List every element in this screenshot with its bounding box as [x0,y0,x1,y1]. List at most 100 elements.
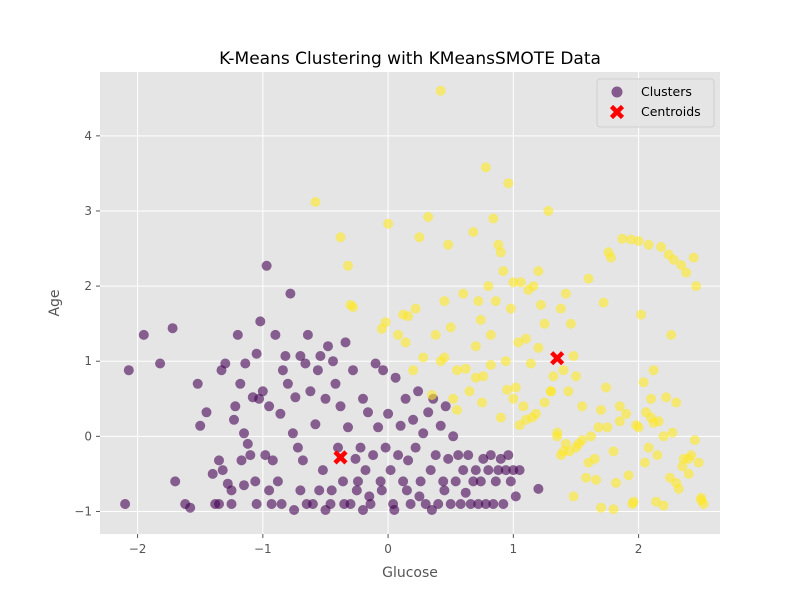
centroid-marker [550,351,565,366]
cluster-1-point [423,212,434,222]
cluster-0-point [214,499,224,509]
cluster-1-point [648,365,659,376]
cluster-0-point [439,485,450,496]
cluster-1-point [633,422,644,433]
cluster-1-point [548,371,559,382]
cluster-1-point [565,318,576,329]
cluster-0-point [393,450,404,461]
legend-clusters-marker [611,86,623,98]
cluster-0-point [490,476,501,487]
cluster-1-point [483,281,494,292]
cluster-0-point [514,465,525,476]
legend-clusters-label: Clusters [641,84,692,99]
x-tick-label: −1 [254,542,272,556]
cluster-1-point [418,352,429,363]
cluster-1-point [508,393,519,404]
cluster-1-point [480,162,491,173]
cluster-0-point [301,499,312,509]
cluster-1-point [638,377,649,388]
cluster-0-point [323,341,333,352]
cluster-0-point [440,401,451,412]
cluster-1-point [380,317,391,328]
cluster-1-point [514,420,525,431]
cluster-1-point [477,397,487,408]
cluster-0-point [310,419,321,430]
cluster-0-point [207,468,218,479]
cluster-1-point [335,232,346,243]
cluster-1-point [677,461,688,472]
cluster-1-point [643,239,654,250]
cluster-1-point [464,386,475,397]
cluster-1-point [683,468,694,479]
y-tick-label: 0 [84,429,92,443]
y-tick-label: 2 [84,279,92,293]
x-tick-label: 2 [635,542,643,556]
cluster-0-point [285,288,296,299]
cluster-0-point [266,499,277,509]
cluster-0-point [364,491,375,502]
cluster-1-point [689,435,700,446]
cluster-1-point [668,254,679,265]
cluster-1-point [676,260,687,271]
cluster-0-point [300,358,311,369]
centroid-markers [333,351,565,465]
cluster-0-point [254,393,265,404]
cluster-0-point [264,401,275,412]
cluster-0-point [398,476,409,487]
cluster-1-point [435,85,446,96]
cluster-1-point [593,422,604,433]
cluster-0-point [272,476,283,487]
cluster-0-point [277,365,288,376]
cluster-0-point [230,401,241,412]
x-tick-label: 0 [384,542,392,556]
cluster-1-point [473,296,484,307]
cluster-0-point [475,476,486,487]
x-axis-ticks: −2 −1 0 1 2 [129,534,643,556]
cluster-1-point [691,281,702,292]
cluster-1-point [452,405,462,415]
cluster-0-point [433,499,444,509]
cluster-0-point [385,465,396,476]
cluster-0-point [414,491,425,502]
cluster-1-point [555,450,566,461]
cluster-1-point [571,371,581,382]
cluster-1-point [643,442,654,453]
cluster-1-point [633,236,644,246]
cluster-0-point [365,499,376,509]
cluster-0-point [295,351,306,361]
cluster-0-point [229,414,239,425]
cluster-0-point [463,450,474,461]
cluster-1-point [586,431,596,442]
cluster-0-point [478,453,489,464]
cluster-0-point [358,393,368,404]
cluster-0-point [483,465,494,476]
cluster-1-point [577,435,588,446]
cluster-1-point [539,397,550,408]
cluster-1-point [661,392,672,403]
cluster-1-point [577,401,588,412]
cluster-1-point [696,495,707,506]
cluster-0-point [305,386,316,397]
cluster-0-point [317,465,328,476]
cluster-0-point [302,329,313,340]
cluster-0-point [378,365,389,376]
centroid-marker [333,450,348,465]
cluster-1-point [583,457,594,468]
cluster-0-point [320,505,331,515]
cluster-0-point [330,378,341,389]
cluster-1-point [602,422,613,433]
cluster-0-point [257,386,268,397]
cluster-0-point [401,485,412,496]
cluster-0-point [270,329,281,340]
cluster-0-point [435,420,446,431]
cluster-0-point [123,365,134,376]
cluster-1-point [475,314,486,325]
cluster-1-point [558,365,569,376]
cluster-1-point [664,472,675,483]
cluster-0-point [485,450,496,461]
cluster-1-point [393,329,404,340]
cluster-0-point [455,499,466,509]
cluster-0-point [335,401,346,412]
cluster-0-point [373,422,384,433]
